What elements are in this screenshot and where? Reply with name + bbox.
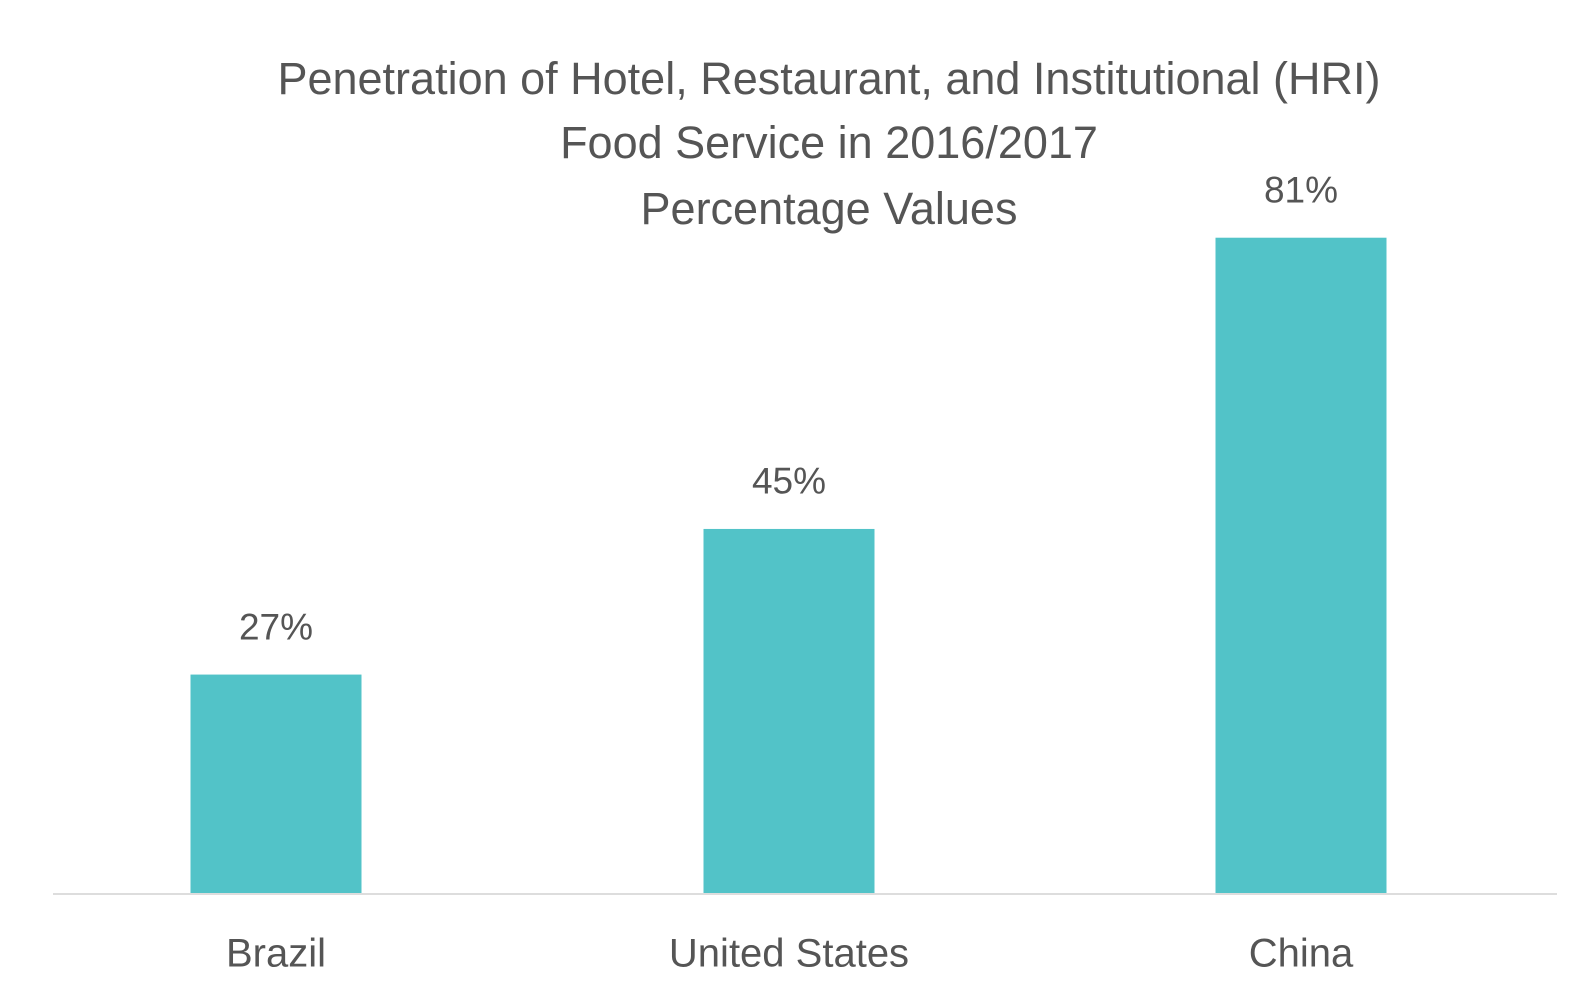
bar — [190, 674, 362, 893]
value-label: 45% — [752, 461, 826, 502]
chart-title: Penetration of Hotel, Restaurant, and In… — [277, 53, 1380, 104]
x-tick-label: Brazil — [226, 932, 326, 976]
value-label: 81% — [1264, 169, 1338, 210]
x-tick-label: China — [1249, 932, 1354, 976]
x-tick-label: United States — [669, 932, 909, 976]
bar — [703, 528, 875, 893]
chart-title: Food Service in 2016/2017 — [560, 117, 1098, 168]
chart-subtitle: Percentage Values — [641, 183, 1018, 234]
bar — [1215, 237, 1387, 893]
value-label: 27% — [239, 606, 313, 647]
